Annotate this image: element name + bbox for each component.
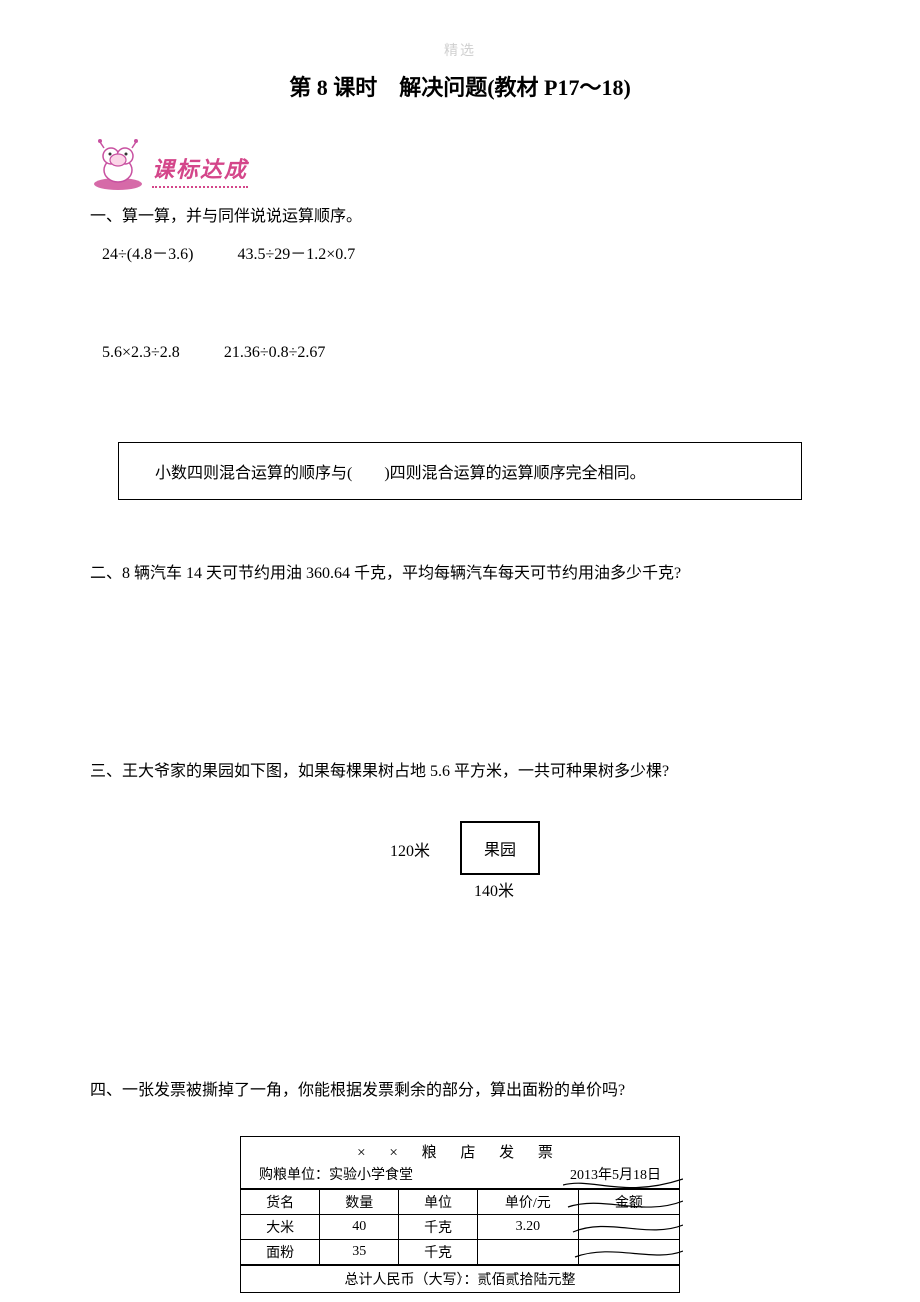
orchard-diagram: 120米 果园 140米	[90, 817, 830, 897]
receipt-table: 货名 数量 单位 单价/元 金额 大米 40 千克 3.20 面粉 35 千克	[241, 1189, 679, 1265]
page-title: 第 8 课时 解决问题(教材 P17～18)	[90, 70, 830, 102]
page-dot	[460, 1276, 462, 1278]
q2-workspace	[90, 618, 830, 758]
expr-1a: 24÷(4.8－3.6)	[102, 246, 193, 263]
q2-text: 二、8 辆汽车 14 天可节约用油 360.64 千克，平均每辆汽车每天可节约用…	[90, 560, 830, 589]
expr-2b: 21.36÷0.8÷2.67	[224, 344, 326, 361]
cell	[578, 1214, 679, 1239]
receipt-subheader: 购粮单位：实验小学食堂 2013年5月18日	[241, 1164, 679, 1189]
diagram-bottom-label: 140米	[474, 877, 514, 901]
expr-2a: 5.6×2.3÷2.8	[102, 344, 180, 361]
cell: 大米	[241, 1214, 320, 1239]
q4-text: 四、一张发票被撕掉了一角，你能根据发票剩余的部分，算出面粉的单价吗?	[90, 1077, 830, 1106]
table-header-row: 货名 数量 单位 单价/元 金额	[241, 1189, 679, 1214]
cell: 面粉	[241, 1239, 320, 1264]
rule-box: 小数四则混合运算的顺序与( )四则混合运算的运算顺序完全相同。	[118, 442, 802, 500]
watermark-text: 精选	[90, 40, 830, 60]
th-price: 单价/元	[477, 1189, 578, 1214]
receipt-wrap: × × 粮 店 发 票 购粮单位：实验小学食堂 2013年5月18日 货名 数量…	[90, 1136, 830, 1293]
diagram-left-label: 120米	[390, 837, 430, 861]
receipt: × × 粮 店 发 票 购粮单位：实验小学食堂 2013年5月18日 货名 数量…	[240, 1136, 680, 1293]
cell: 千克	[399, 1214, 478, 1239]
section-banner: 课标达成	[90, 132, 830, 192]
cell: 35	[320, 1239, 399, 1264]
q1-row2: 5.6×2.3÷2.8 21.36÷0.8÷2.67	[90, 344, 830, 362]
table-row: 面粉 35 千克	[241, 1239, 679, 1264]
receipt-date: 2013年5月18日	[570, 1164, 661, 1184]
cow-icon	[90, 136, 146, 192]
receipt-title: × × 粮 店 发 票	[241, 1137, 679, 1164]
cell: 千克	[399, 1239, 478, 1264]
th-qty: 数量	[320, 1189, 399, 1214]
cell	[477, 1239, 578, 1264]
cell	[578, 1239, 679, 1264]
receipt-total: 总计人民币（大写）：贰佰贰拾陆元整	[241, 1265, 679, 1292]
cell: 3.20	[477, 1214, 578, 1239]
banner-text: 课标达成	[152, 152, 248, 188]
th-unit: 单位	[399, 1189, 478, 1214]
expr-1b: 43.5÷29－1.2×0.7	[237, 246, 355, 263]
receipt-buyer: 购粮单位：实验小学食堂	[259, 1164, 413, 1184]
q1-row1: 24÷(4.8－3.6) 43.5÷29－1.2×0.7	[90, 240, 830, 264]
q1-heading: 一、算一算，并与同伴说说运算顺序。	[90, 204, 830, 230]
th-amt: 金额	[578, 1189, 679, 1214]
diagram-box: 果园	[460, 821, 540, 875]
cell: 40	[320, 1214, 399, 1239]
th-name: 货名	[241, 1189, 320, 1214]
q3-text: 三、王大爷家的果园如下图，如果每棵果树占地 5.6 平方米，一共可种果树多少棵?	[90, 758, 830, 787]
table-row: 大米 40 千克 3.20	[241, 1214, 679, 1239]
